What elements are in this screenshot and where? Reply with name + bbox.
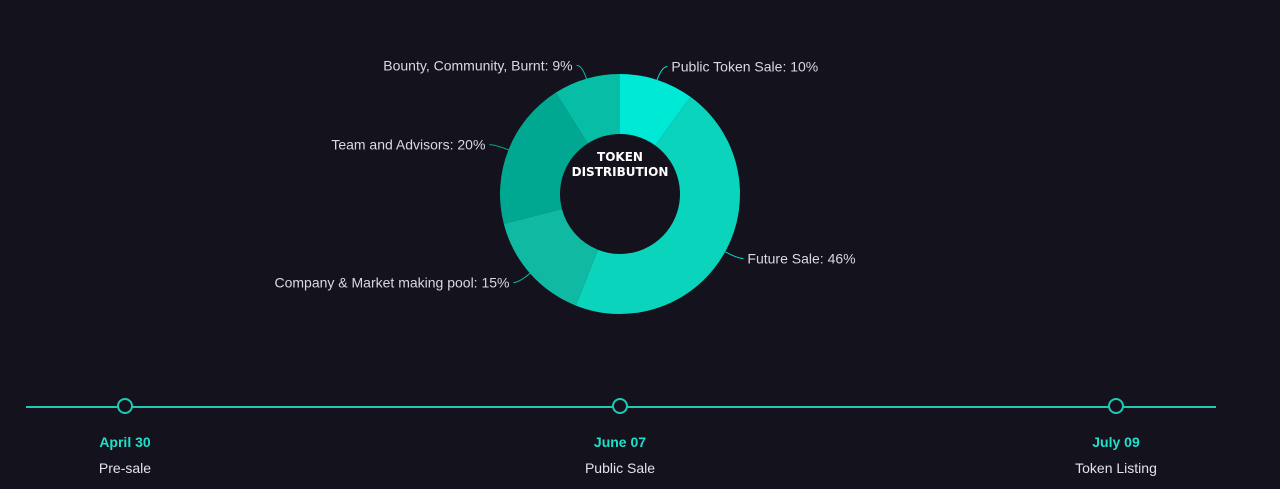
milestone-date: April 30 [99,434,151,450]
chart-title-line-1: TOKEN [597,150,643,164]
donut-slice-future-sale[interactable] [575,96,741,315]
slice-label: Company & Market making pool: 15% [274,275,509,291]
donut-slice-company-market-making-pool[interactable] [503,208,598,306]
donut-slice-public-token-sale[interactable] [620,74,691,146]
leader-lines [489,64,744,284]
leader-line [489,144,512,152]
milestone-dot[interactable] [612,398,628,414]
milestone-presale: April 30 Pre-sale [25,398,225,476]
leader-line [655,66,668,83]
milestone-label: Pre-sale [98,460,152,476]
leader-line [722,249,744,260]
slice-label: Future Sale: 46% [747,251,855,267]
donut-slices [500,74,741,315]
donut-slice-bounty-community-burnt[interactable] [555,74,620,144]
milestone-date: July 09 [1092,434,1140,450]
slice-label: Team and Advisors: 20% [331,137,485,153]
milestone-token-listing: July 09 Token Listing [1016,398,1216,476]
milestone-dot[interactable] [117,398,133,414]
donut-slice-team-and-advisors[interactable] [500,92,588,224]
slice-labels: Public Token Sale: 10% Future Sale: 46% Co… [274,57,855,290]
milestone-label: Public Sale [584,460,656,476]
milestone-date: June 07 [593,434,647,450]
chart-title-line-2: DISTRIBUTION [572,165,669,179]
leader-line [513,270,533,284]
milestone-dot[interactable] [1108,398,1124,414]
leader-line [576,64,588,82]
milestone-public-sale: June 07 Public Sale [520,398,720,476]
milestone-label: Token Listing [1075,460,1157,476]
slice-label: Public Token Sale: 10% [671,59,818,75]
slice-label: Bounty, Community, Burnt: 9% [383,57,572,73]
